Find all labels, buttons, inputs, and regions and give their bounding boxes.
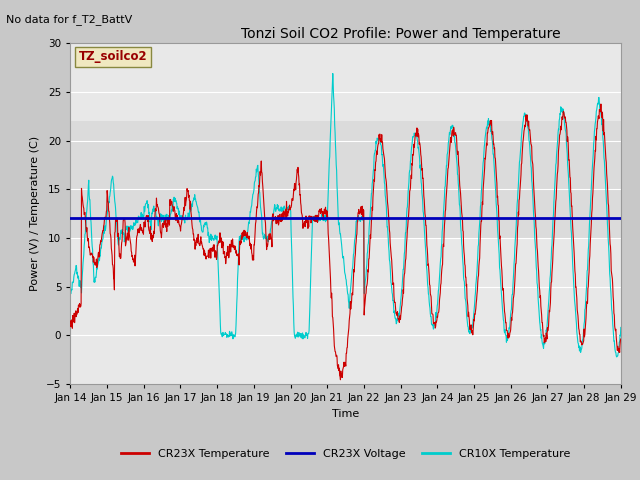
Title: Tonzi Soil CO2 Profile: Power and Temperature: Tonzi Soil CO2 Profile: Power and Temper… xyxy=(241,27,561,41)
Y-axis label: Power (V) / Temperature (C): Power (V) / Temperature (C) xyxy=(31,136,40,291)
Text: No data for f_T2_BattV: No data for f_T2_BattV xyxy=(6,14,132,25)
Bar xyxy=(70,121,621,238)
Text: TZ_soilco2: TZ_soilco2 xyxy=(79,50,147,63)
X-axis label: Time: Time xyxy=(332,408,359,419)
Legend: CR23X Temperature, CR23X Voltage, CR10X Temperature: CR23X Temperature, CR23X Voltage, CR10X … xyxy=(116,444,575,463)
